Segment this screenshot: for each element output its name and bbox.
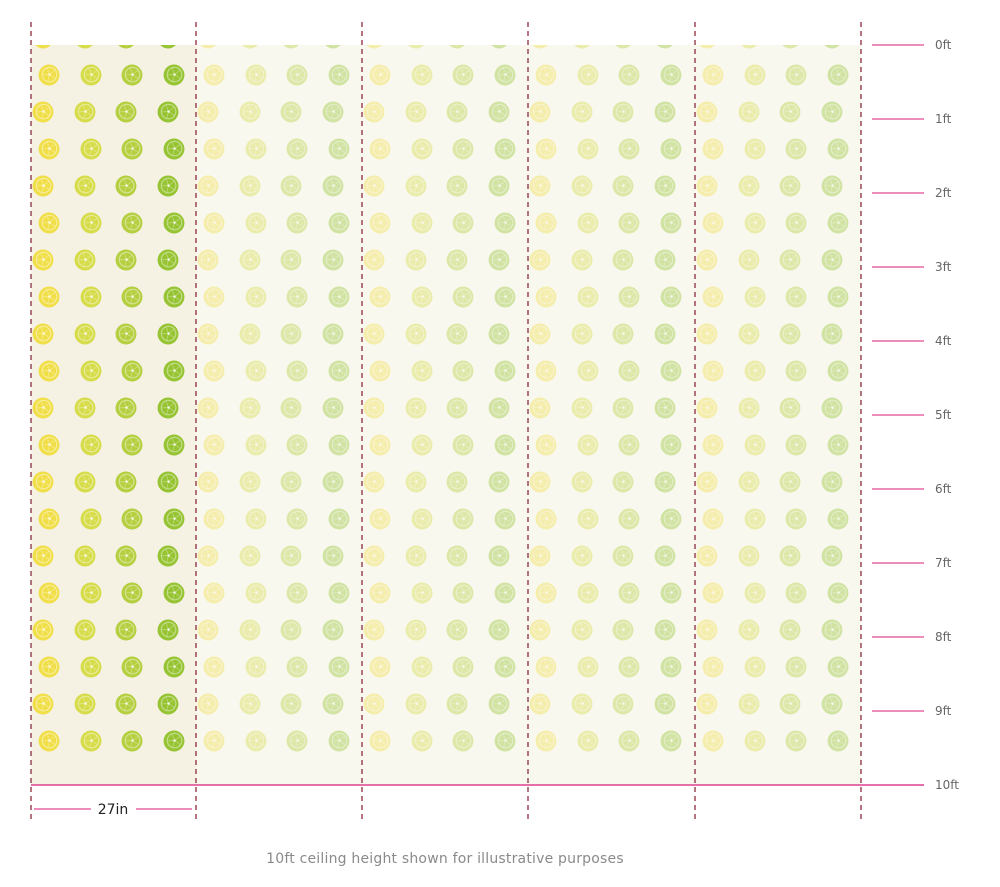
panel-width-label: 27in	[98, 802, 129, 818]
wallpaper-panel-3	[362, 45, 528, 785]
panel-width-dimension: 27in	[34, 802, 192, 818]
wallpaper-panel-1	[31, 45, 196, 785]
wallpaper-panel-4	[528, 45, 695, 785]
wallpaper-panel-2	[196, 45, 362, 785]
height-tick-label: 7ft	[935, 556, 952, 570]
height-tick-label: 1ft	[935, 112, 952, 126]
height-ruler: 0ft 1ft 2ft 3ft 4ft 5ft 6ft 7ft 8ft 9ft 10ft	[31, 38, 959, 792]
height-tick-label: 10ft	[935, 778, 959, 792]
wallpaper-panel-5	[695, 45, 861, 785]
illustrative-caption: 10ft ceiling height shown for illustrati…	[266, 851, 624, 867]
height-tick-label: 9ft	[935, 704, 952, 718]
height-tick-label: 4ft	[935, 334, 952, 348]
height-tick-label: 0ft	[935, 38, 952, 52]
height-tick-label: 3ft	[935, 260, 952, 274]
height-tick-label: 5ft	[935, 408, 952, 422]
panels-layer	[31, 45, 861, 785]
height-tick-label: 6ft	[935, 482, 952, 496]
height-tick-label: 2ft	[935, 186, 952, 200]
panel-seams	[30, 22, 862, 820]
height-tick-label: 8ft	[935, 630, 952, 644]
